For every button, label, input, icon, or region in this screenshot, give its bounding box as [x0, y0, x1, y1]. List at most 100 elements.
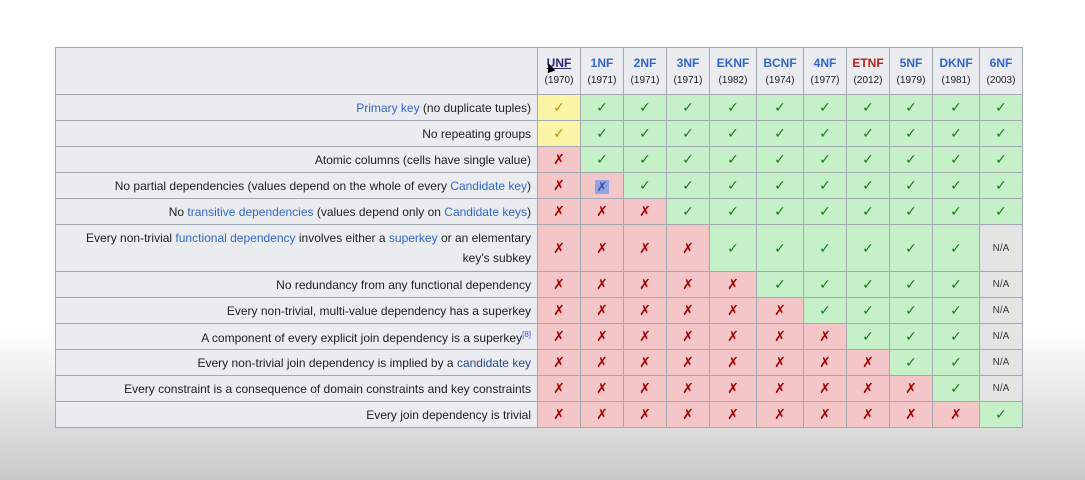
- check-icon: ✓: [905, 302, 917, 318]
- wiki-link[interactable]: Candidate keys: [444, 204, 527, 219]
- cross-icon: ✗: [774, 328, 786, 344]
- check-icon: ✓: [905, 354, 917, 370]
- column-name[interactable]: ETNF: [852, 55, 884, 70]
- check-icon: ✓: [682, 99, 694, 115]
- label-text: No repeating groups: [422, 126, 531, 141]
- column-name[interactable]: 3NF: [676, 55, 700, 70]
- column-header-eknf[interactable]: EKNF (1982): [709, 47, 757, 95]
- check-icon: ✓: [819, 302, 831, 318]
- label-text: Every non-trivial: [86, 231, 176, 245]
- cell-yes: ✓: [846, 271, 890, 298]
- cell-yes: ✓: [709, 198, 757, 225]
- cell-yes: ✓: [979, 198, 1023, 225]
- cell-no: ✗: [846, 349, 890, 376]
- check-icon: ✓: [862, 276, 874, 292]
- column-name[interactable]: DKNF: [939, 55, 973, 70]
- column-header-6nf[interactable]: 6NF (2003): [979, 47, 1023, 95]
- check-icon: ✓: [639, 177, 651, 193]
- cell-no: ✗: [580, 224, 624, 272]
- cell-no: ✗: [537, 401, 581, 428]
- column-header-1nf[interactable]: 1NF (1971): [580, 47, 624, 95]
- check-icon: ✓: [905, 203, 917, 219]
- label-text: Every constraint is a consequence of dom…: [124, 381, 531, 396]
- check-icon: ✓: [950, 354, 962, 370]
- wiki-link[interactable]: functional dependency: [175, 231, 296, 245]
- cross-icon: ✗: [862, 354, 874, 370]
- column-name[interactable]: 6NF: [989, 55, 1013, 70]
- cross-icon: ✗: [819, 328, 831, 344]
- cross-icon: ✗: [553, 239, 565, 256]
- cell-no: ✗: [623, 297, 667, 324]
- check-icon: ✓: [819, 99, 831, 115]
- check-icon: ✓: [819, 203, 831, 219]
- cross-icon: ✗: [596, 328, 608, 344]
- cell-yes: ✓: [889, 120, 933, 147]
- cell-no: ✗: [623, 198, 667, 225]
- cross-icon: ✗: [905, 406, 917, 422]
- cross-icon: ✗: [553, 380, 565, 396]
- cell-no: ✗: [580, 297, 624, 324]
- cell-no: ✗: [666, 271, 710, 298]
- cell-yes: ✓: [932, 198, 980, 225]
- wiki-link[interactable]: Candidate key: [450, 178, 527, 193]
- cell-yes: ✓: [846, 120, 890, 147]
- wiki-link[interactable]: candidate key: [456, 355, 531, 370]
- cell-yes: ✓: [932, 375, 980, 402]
- column-name[interactable]: 5NF: [899, 55, 923, 70]
- check-icon: ✓: [774, 151, 786, 167]
- wiki-link[interactable]: transitive dependencies: [187, 204, 314, 219]
- column-name[interactable]: BCNF: [763, 55, 797, 70]
- column-year: (1977): [810, 74, 840, 86]
- check-icon: ✓: [596, 99, 608, 115]
- column-year: (1971): [587, 74, 617, 86]
- label-text: (no duplicate tuples): [419, 100, 531, 115]
- column-name[interactable]: 4NF: [813, 55, 837, 70]
- cell-yes: ✓: [979, 401, 1023, 428]
- column-header-4nf[interactable]: 4NF (1977): [803, 47, 847, 95]
- check-icon: ✓: [950, 239, 962, 256]
- column-header-unf[interactable]: UNF (1970): [537, 47, 581, 95]
- cell-no: ✗: [756, 297, 804, 324]
- column-name[interactable]: UNF: [546, 55, 572, 70]
- table-row: No partial dependencies (values depend o…: [55, 172, 1023, 199]
- column-header-dknf[interactable]: DKNF (1981): [932, 47, 980, 95]
- wiki-link[interactable]: Primary key: [356, 100, 420, 115]
- cell-yes: ✓: [979, 94, 1023, 121]
- column-name[interactable]: EKNF: [716, 55, 750, 70]
- citation-link[interactable]: [8]: [522, 330, 531, 339]
- cell-na: N/A: [979, 349, 1023, 376]
- column-header-3nf[interactable]: 3NF (1971): [666, 47, 710, 95]
- cell-no: ✗: [803, 323, 847, 350]
- cell-yes: ✓: [666, 94, 710, 121]
- cell-no: ✗: [537, 172, 581, 199]
- row-label: No redundancy from any functional depend…: [55, 271, 538, 298]
- column-name[interactable]: 2NF: [633, 55, 657, 70]
- cell-yes: ✓: [756, 198, 804, 225]
- column-header-bcnf[interactable]: BCNF (1974): [756, 47, 804, 95]
- cell-yes: ✓: [803, 146, 847, 173]
- cross-icon: ✗: [682, 406, 694, 422]
- check-icon: ✓: [862, 151, 874, 167]
- cross-icon: ✗: [819, 406, 831, 422]
- row-label: Every constraint is a consequence of dom…: [55, 375, 538, 402]
- cell-no: ✗: [709, 297, 757, 324]
- cell-yes: ✓: [803, 172, 847, 199]
- table-row: Every non-trivial join dependency is imp…: [55, 349, 1023, 376]
- column-name[interactable]: 1NF: [590, 55, 614, 70]
- cell-yes: ✓: [979, 146, 1023, 173]
- cross-icon: ✗: [727, 380, 739, 396]
- cell-yes: ✓: [932, 349, 980, 376]
- column-header-2nf[interactable]: 2NF (1971): [623, 47, 667, 95]
- label-text: (values depend only on: [313, 204, 445, 219]
- cell-no: ✗: [932, 401, 980, 428]
- wiki-link[interactable]: superkey: [388, 231, 438, 245]
- cell-yes: ✓: [846, 224, 890, 272]
- cell-na: N/A: [979, 224, 1023, 272]
- column-header-etnf[interactable]: ETNF (2012): [846, 47, 890, 95]
- column-header-5nf[interactable]: 5NF (1979): [889, 47, 933, 95]
- cell-no: ✗: [537, 198, 581, 225]
- header-row: UNF (1970) 1NF (1971) 2NF (1971) 3NF (1971) EKNF…: [55, 47, 1023, 95]
- label-text: or an elementary key's subkey: [437, 231, 531, 265]
- cell-yes: ✓: [846, 146, 890, 173]
- cell-yes: ✓: [666, 198, 710, 225]
